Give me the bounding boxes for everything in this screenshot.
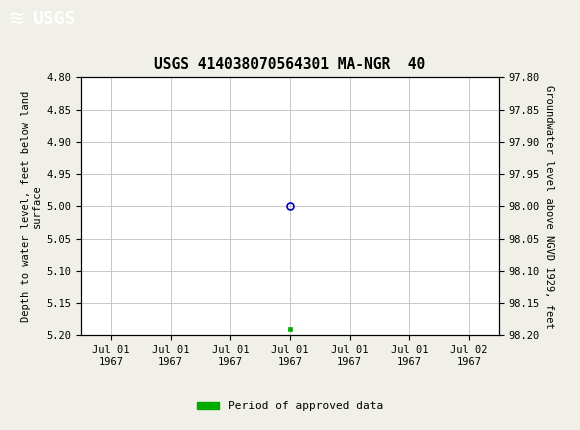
Text: ≋: ≋: [8, 9, 25, 29]
Y-axis label: Groundwater level above NGVD 1929, feet: Groundwater level above NGVD 1929, feet: [544, 85, 554, 328]
Legend: Period of approved data: Period of approved data: [193, 397, 387, 416]
Title: USGS 414038070564301 MA-NGR  40: USGS 414038070564301 MA-NGR 40: [154, 57, 426, 72]
Text: USGS: USGS: [32, 10, 75, 28]
Y-axis label: Depth to water level, feet below land
surface: Depth to water level, feet below land su…: [21, 91, 42, 322]
